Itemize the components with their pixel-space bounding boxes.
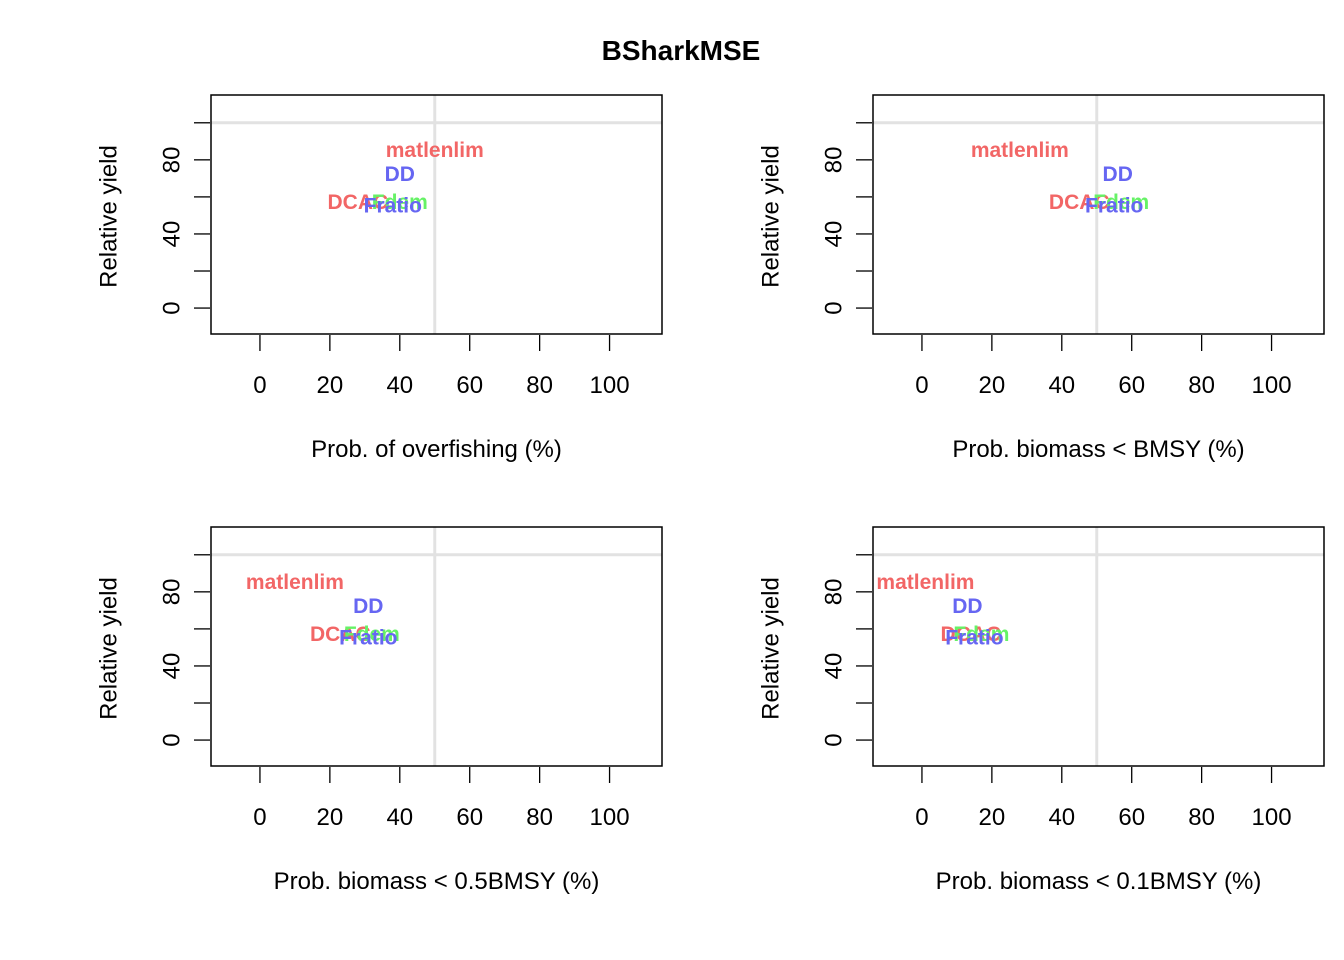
x-axis-label: Prob. of overfishing (%) xyxy=(311,436,562,463)
panel-3: 0 20 40 60 80 100 0 40 80 Prob. biomass < 0.5BMSY… xyxy=(96,526,663,895)
x-tick-label: 0 xyxy=(253,372,266,399)
y-axis-label: Relative yield xyxy=(96,145,123,288)
panel-2: 0 20 40 60 80 100 0 40 80 Prob. biomass < BMSY (%… xyxy=(758,94,1325,463)
x-tick-label: 80 xyxy=(526,372,553,399)
point-label-dcac: DCAC xyxy=(328,191,389,214)
y-tick-label: 80 xyxy=(821,146,848,173)
x-tick-label: 60 xyxy=(1118,372,1145,399)
x-tick-label: 60 xyxy=(456,372,483,399)
point-label-dcac: DCAC xyxy=(310,623,371,646)
panel-4: 0 20 40 60 80 100 0 40 80 Prob. biomass < 0.1BMSY… xyxy=(758,526,1325,895)
x-tick-label: 40 xyxy=(1048,804,1075,831)
point-label-fratio: Fratio xyxy=(1085,195,1143,218)
x-axis-label: Prob. biomass < BMSY (%) xyxy=(952,436,1244,463)
point-label-dd: DD xyxy=(1103,163,1133,186)
point-label-fratio: Fratio xyxy=(945,627,1003,650)
y-tick-label: 80 xyxy=(159,578,186,605)
x-tick-label: 80 xyxy=(1188,804,1215,831)
point-label-matlenlim: matlenlim xyxy=(386,139,484,162)
y-tick-label: 0 xyxy=(159,301,186,314)
y-tick-label: 0 xyxy=(821,301,848,314)
x-tick-label: 40 xyxy=(386,372,413,399)
x-tick-label: 20 xyxy=(979,804,1006,831)
plot-frame xyxy=(872,526,1325,767)
point-label-matlenlim: matlenlim xyxy=(876,571,974,594)
plot-frame xyxy=(210,526,663,767)
x-tick-label: 100 xyxy=(590,372,630,399)
point-label-fdem: Fdem xyxy=(372,191,428,214)
point-label-dd: DD xyxy=(353,595,383,618)
panel-1: 0 20 40 60 80 100 0 40 80 Prob. of overfishing (%… xyxy=(96,94,663,463)
point-label-matlenlim: matlenlim xyxy=(971,139,1069,162)
y-tick-label: 0 xyxy=(159,733,186,746)
plot-frame xyxy=(872,94,1325,335)
x-tick-label: 40 xyxy=(386,804,413,831)
point-label-fdem: Fdem xyxy=(953,623,1009,646)
x-tick-label: 20 xyxy=(317,804,344,831)
point-label-fdem: Fdem xyxy=(344,623,400,646)
point-label-fdem: Fdem xyxy=(1093,191,1149,214)
point-label-dcac: DCAC xyxy=(941,623,1002,646)
y-axis-label: Relative yield xyxy=(758,577,785,720)
x-tick-label: 0 xyxy=(915,372,928,399)
x-tick-label: 100 xyxy=(1252,804,1292,831)
x-tick-label: 80 xyxy=(1188,372,1215,399)
x-tick-label: 0 xyxy=(253,804,266,831)
x-tick-label: 20 xyxy=(317,372,344,399)
y-tick-label: 40 xyxy=(159,221,186,248)
point-label-dd: DD xyxy=(952,595,982,618)
x-tick-label: 20 xyxy=(979,372,1006,399)
point-label-matlenlim: matlenlim xyxy=(246,571,344,594)
x-axis-label: Prob. biomass < 0.5BMSY (%) xyxy=(274,868,600,895)
x-axis-label: Prob. biomass < 0.1BMSY (%) xyxy=(936,868,1262,895)
point-label-dd: DD xyxy=(385,163,415,186)
y-tick-label: 40 xyxy=(159,653,186,680)
y-tick-label: 0 xyxy=(821,733,848,746)
plot-frame xyxy=(210,94,663,335)
x-tick-label: 60 xyxy=(456,804,483,831)
x-tick-label: 40 xyxy=(1048,372,1075,399)
x-tick-label: 100 xyxy=(590,804,630,831)
panels: 0 20 40 60 80 100 0 40 80 Prob. of overfishing (%… xyxy=(96,94,1325,895)
point-label-fratio: Fratio xyxy=(364,195,422,218)
y-tick-label: 40 xyxy=(821,221,848,248)
point-label-fratio: Fratio xyxy=(339,627,397,650)
point-label-dcac: DCAC xyxy=(1049,191,1110,214)
y-tick-label: 80 xyxy=(159,146,186,173)
x-tick-label: 100 xyxy=(1252,372,1292,399)
y-tick-label: 40 xyxy=(821,653,848,680)
figure-title: BSharkMSE xyxy=(602,35,761,66)
y-axis-label: Relative yield xyxy=(758,145,785,288)
x-tick-label: 0 xyxy=(915,804,928,831)
y-axis-label: Relative yield xyxy=(96,577,123,720)
x-tick-label: 80 xyxy=(526,804,553,831)
x-tick-label: 60 xyxy=(1118,804,1145,831)
y-tick-label: 80 xyxy=(821,578,848,605)
